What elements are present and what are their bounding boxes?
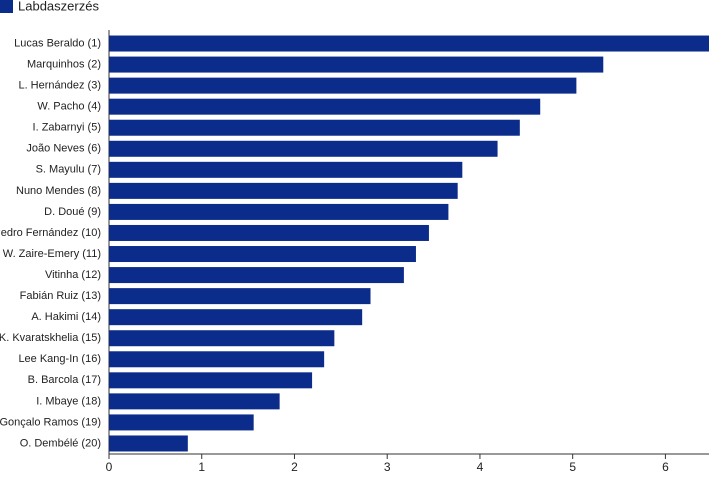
y-tick-label: Lucas Beraldo (1) [14,37,101,49]
y-tick-label: Nuno Mendes (8) [16,185,101,197]
bar [109,140,498,157]
x-tick-label: 0 [106,460,113,474]
y-tick-label: S. Mayulu (7) [36,164,101,176]
bar [109,393,280,410]
bar [109,246,416,263]
y-tick-label: Vitinha (12) [45,269,101,281]
y-tick-label: W. Pacho (4) [37,101,101,113]
x-tick-label: 6 [662,460,669,474]
bar [109,267,404,284]
bar [109,372,313,389]
bar [109,414,254,431]
legend-swatch [0,0,13,13]
bar [109,435,188,452]
bar [109,161,463,178]
bar [109,351,325,368]
bar [109,224,429,241]
x-tick-label: 2 [291,460,298,474]
x-tick-label: 5 [569,460,576,474]
x-tick-label: 4 [477,460,484,474]
y-tick-label: B. Barcola (17) [28,374,101,386]
bar [109,119,520,136]
y-tick-label: O. Dembélé (20) [20,437,101,449]
y-tick-label: Lee Kang-In (16) [18,353,101,365]
bar [109,330,335,347]
y-tick-label: D. Doué (9) [44,206,101,218]
y-tick-label: A. Hakimi (14) [31,311,101,323]
y-tick-label: Pedro Fernández (10) [0,227,101,239]
x-tick-label: 3 [384,460,391,474]
y-tick-label: K. Kvaratskhelia (15) [0,332,101,344]
bar [109,77,577,94]
bar [109,35,709,52]
y-tick-label: João Neves (6) [26,143,101,155]
bar [109,288,371,305]
bar [109,98,541,115]
bar [109,56,604,73]
y-tick-label: Fabián Ruiz (13) [20,290,101,302]
y-tick-label: I. Mbaye (18) [36,395,101,407]
y-tick-label: W. Zaire-Emery (11) [3,248,101,260]
y-tick-label: Marquinhos (2) [27,58,101,70]
bar [109,309,363,326]
bar [109,182,458,199]
y-tick-label: I. Zabarnyi (5) [33,122,101,134]
x-tick-label: 1 [198,460,205,474]
legend-label: Labdaszerzés [18,0,99,13]
bar [109,203,449,220]
y-tick-label: Gonçalo Ramos (19) [0,416,101,428]
y-tick-label: L. Hernández (3) [18,80,101,92]
